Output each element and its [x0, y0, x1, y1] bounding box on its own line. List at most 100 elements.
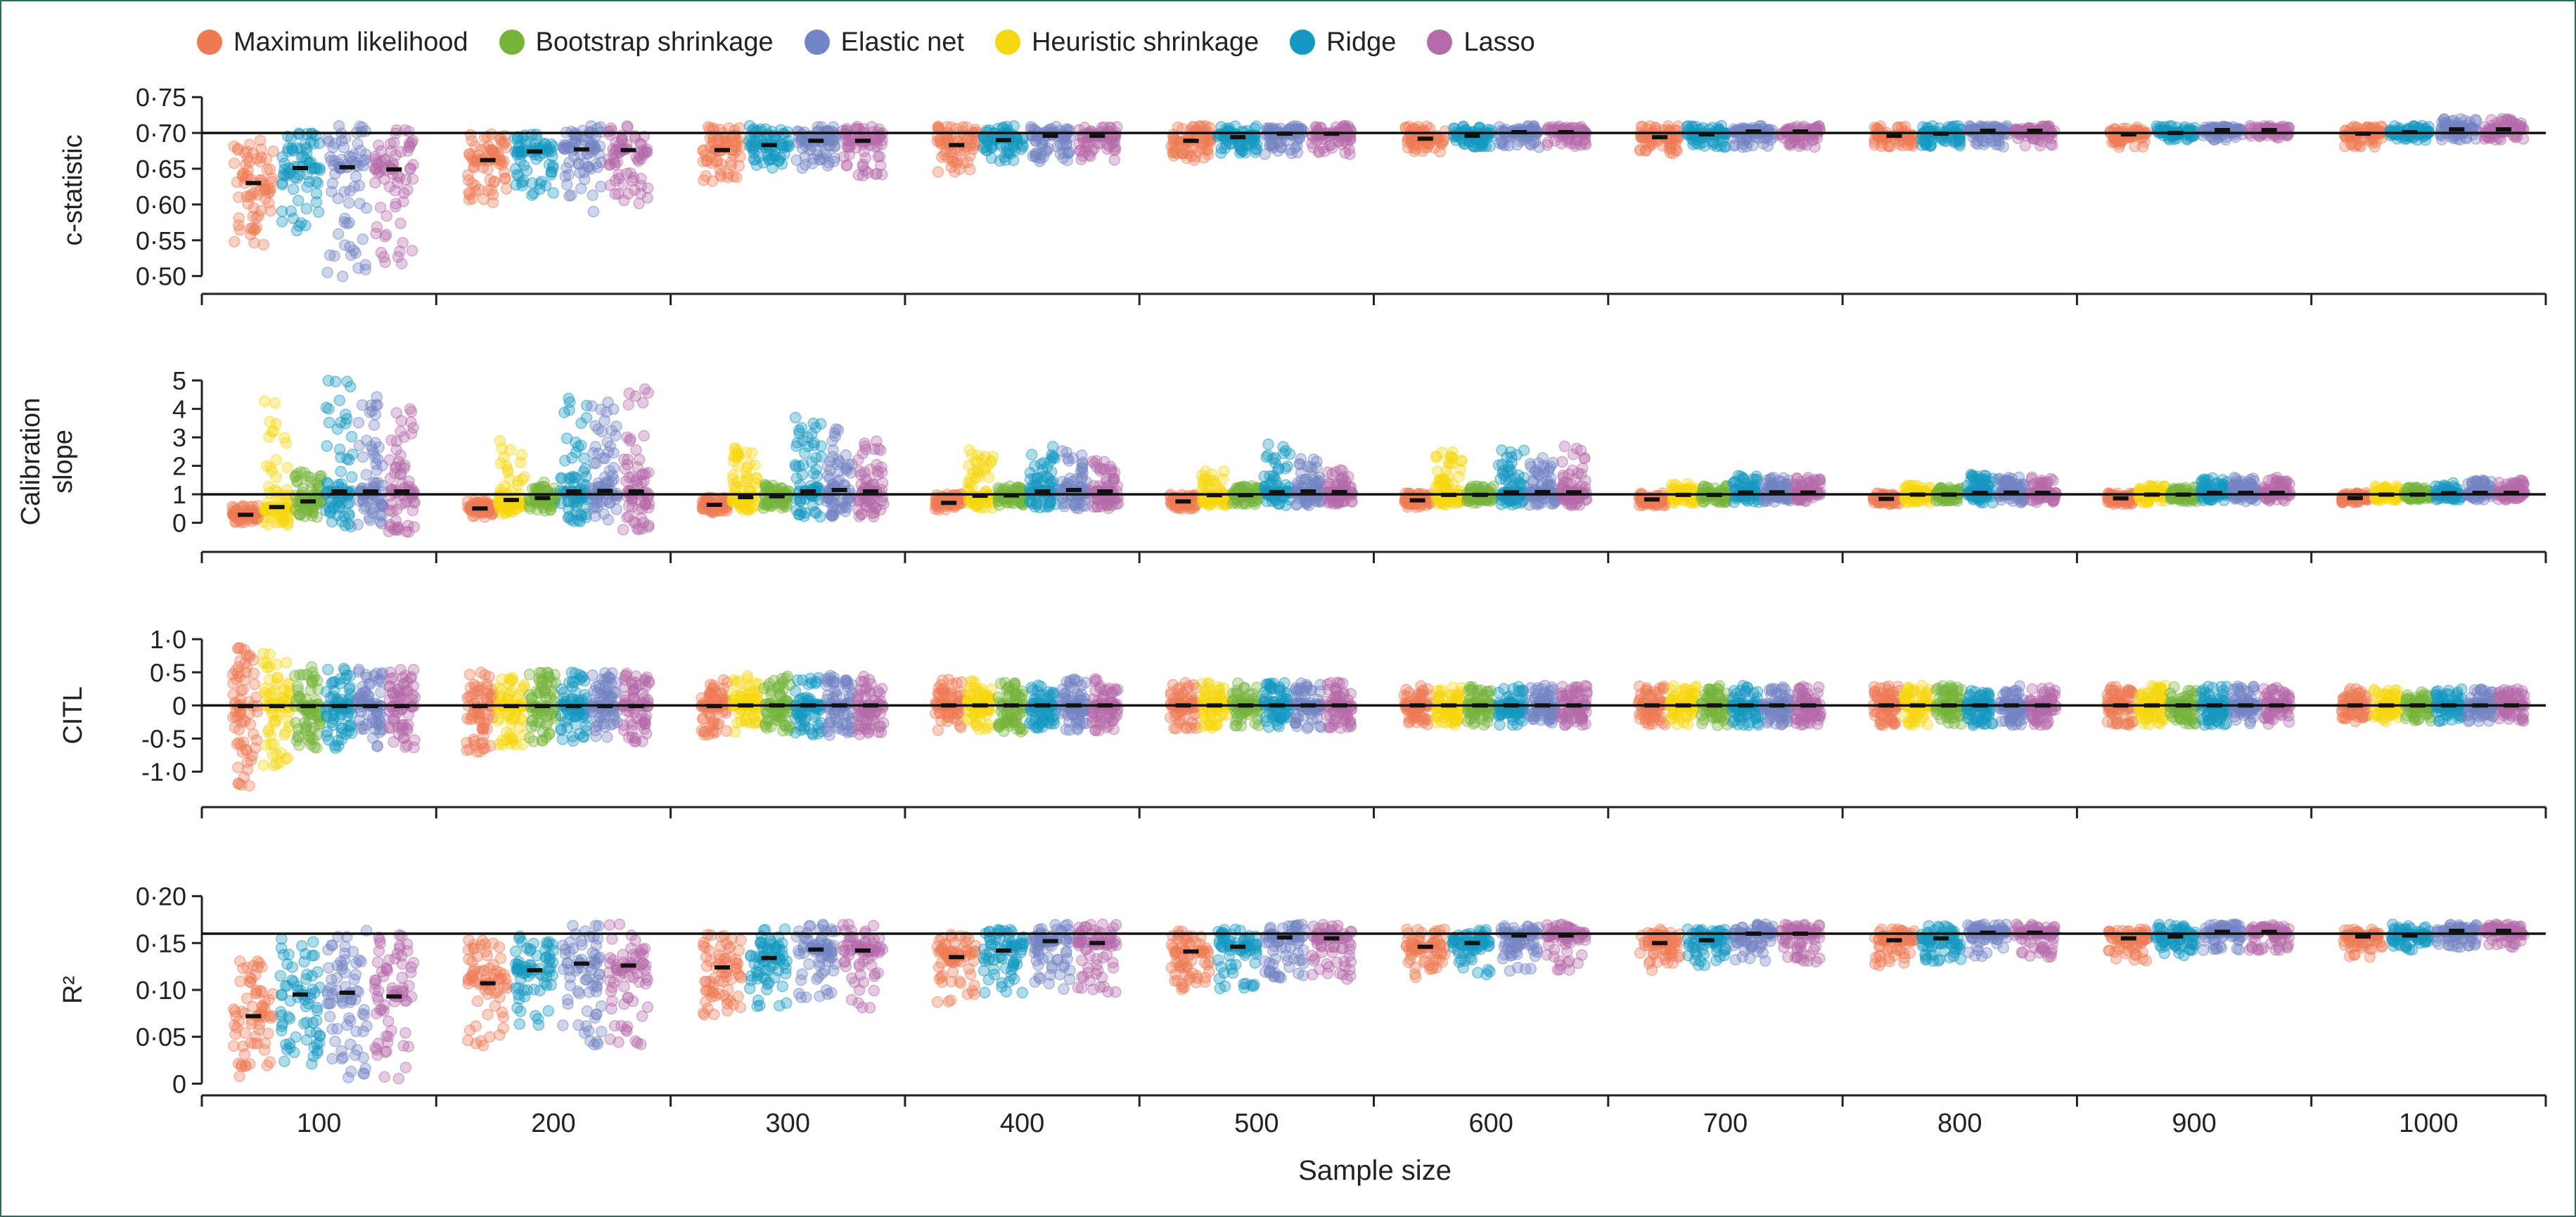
- data-point: [1916, 133, 1928, 146]
- data-point: [1542, 136, 1554, 148]
- data-point: [463, 148, 475, 160]
- cluster-lasso-400: [1073, 121, 1123, 166]
- data-point: [1267, 453, 1279, 465]
- cluster-boot-300: [757, 479, 795, 515]
- data-point: [329, 137, 342, 150]
- cluster-ridge-400: [1023, 441, 1062, 514]
- cluster-enet-500: [1259, 120, 1310, 160]
- data-point: [1992, 135, 2005, 147]
- data-point: [2046, 139, 2058, 151]
- data-point: [246, 222, 259, 234]
- data-point: [295, 151, 308, 164]
- data-point: [565, 189, 577, 201]
- data-point: [390, 407, 403, 419]
- legend-label: Elastic net: [840, 27, 964, 57]
- data-point: [395, 468, 407, 479]
- data-point: [228, 140, 241, 153]
- data-point: [637, 397, 649, 409]
- legend-item-bootstrap-shrinkage: Bootstrap shrinkage: [499, 27, 774, 58]
- data-point: [608, 462, 620, 474]
- cluster-boot-400: [992, 480, 1030, 511]
- data-point: [281, 461, 293, 474]
- data-point: [292, 194, 305, 207]
- data-point: [380, 228, 392, 241]
- data-point: [750, 472, 762, 484]
- data-point: [311, 477, 323, 489]
- data-point: [494, 133, 507, 146]
- data-point: [1875, 129, 1888, 141]
- data-point: [1421, 141, 1433, 154]
- data-point: [1197, 134, 1210, 146]
- data-point: [840, 449, 852, 461]
- data-point: [2517, 133, 2530, 145]
- data-point: [495, 155, 507, 167]
- data-point: [359, 259, 371, 271]
- data-point: [335, 416, 347, 429]
- data-point: [406, 245, 418, 257]
- data-point: [633, 198, 645, 210]
- data-point: [578, 166, 590, 179]
- data-point: [270, 418, 282, 430]
- data-point: [762, 496, 774, 508]
- data-point: [1030, 151, 1042, 164]
- cluster-ml-200: [461, 494, 499, 523]
- data-point: [831, 475, 844, 488]
- data-point: [405, 427, 418, 440]
- cluster-ridge-600: [1447, 120, 1498, 153]
- data-point: [630, 444, 642, 456]
- data-point: [323, 416, 335, 429]
- data-point: [290, 142, 303, 154]
- data-point: [1004, 148, 1017, 160]
- panel-cstat: 0·500·550·600·650·700·75c-statistic: [58, 83, 2547, 305]
- y-axis-label: Calibration slope: [16, 398, 78, 526]
- data-point: [274, 516, 286, 529]
- cluster-ml-200: [462, 128, 513, 209]
- data-point: [1167, 146, 1179, 158]
- cluster-enet-200: [557, 120, 608, 218]
- data-point: [624, 433, 636, 445]
- data-point: [871, 435, 883, 447]
- data-point: [518, 470, 530, 483]
- data-point: [1262, 438, 1274, 451]
- data-point: [791, 125, 804, 137]
- cluster-lasso-200: [617, 383, 655, 536]
- legend: Maximum likelihood Bootstrap shrinkage E…: [197, 21, 1566, 63]
- legend-swatch-elastic-net: [804, 30, 830, 55]
- data-point: [563, 392, 575, 405]
- data-point: [1172, 121, 1184, 134]
- legend-item-maximum-likelihood: Maximum likelihood: [197, 27, 468, 58]
- data-point: [1096, 122, 1108, 134]
- data-point: [947, 155, 960, 167]
- data-point: [622, 188, 634, 200]
- data-point: [242, 198, 254, 210]
- data-point: [874, 503, 887, 516]
- legend-label: Bootstrap shrinkage: [535, 27, 774, 57]
- data-point: [804, 144, 816, 156]
- data-point: [2435, 134, 2448, 146]
- data-point: [321, 266, 333, 278]
- cluster-enet-100: [321, 120, 373, 283]
- cluster-ridge-100: [276, 127, 326, 237]
- legend-label: Heuristic shrinkage: [1031, 27, 1260, 57]
- data-point: [1101, 475, 1113, 487]
- legend-swatch-maximum-likelihood: [197, 30, 222, 55]
- data-point: [1953, 133, 1965, 146]
- data-point: [2009, 124, 2021, 137]
- data-point: [393, 172, 406, 183]
- cluster-enet-600: [1493, 120, 1545, 153]
- data-point: [395, 217, 406, 230]
- y-tick-label: 4: [172, 395, 186, 424]
- data-point: [228, 157, 241, 169]
- data-point: [487, 188, 499, 201]
- data-point: [729, 129, 741, 141]
- legend-label: Lasso: [1463, 27, 1535, 57]
- data-point: [587, 139, 599, 150]
- cluster-lasso-1000: [2478, 112, 2530, 146]
- data-point: [1076, 463, 1089, 475]
- data-point: [342, 453, 355, 466]
- data-point: [264, 163, 276, 176]
- data-point: [1708, 136, 1720, 149]
- data-point: [932, 121, 944, 134]
- data-point: [748, 153, 760, 166]
- data-point: [743, 120, 756, 132]
